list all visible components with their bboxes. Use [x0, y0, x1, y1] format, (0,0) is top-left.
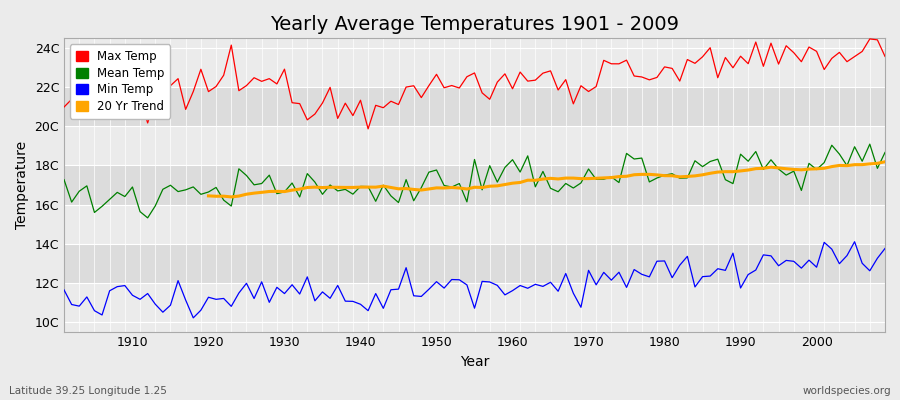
Max Temp [507, 86, 517, 91]
20 Yr Trend [682, 174, 693, 179]
Max Temp [363, 126, 374, 131]
Bar [64, 48, 885, 87]
Mean Temp [120, 194, 130, 199]
Min Temp [850, 239, 860, 244]
Legend: Max Temp, Mean Temp, Min Temp, 20 Yr Trend: Max Temp, Mean Temp, Min Temp, 20 Yr Tre… [70, 44, 170, 119]
Mean Temp [515, 170, 526, 174]
Max Temp [58, 105, 69, 110]
Line: Mean Temp: Mean Temp [64, 144, 885, 218]
Mean Temp [507, 157, 517, 162]
Min Temp [120, 283, 130, 288]
Min Temp [340, 299, 351, 304]
Max Temp [515, 70, 526, 74]
20 Yr Trend [773, 166, 784, 170]
Max Temp [879, 54, 890, 59]
Min Temp [58, 288, 69, 292]
Line: 20 Yr Trend: 20 Yr Trend [209, 162, 885, 197]
Bar [64, 244, 885, 283]
Title: Yearly Average Temperatures 1901 - 2009: Yearly Average Temperatures 1901 - 2009 [270, 15, 679, 34]
Min Temp [515, 283, 526, 288]
20 Yr Trend [226, 194, 237, 199]
20 Yr Trend [879, 159, 890, 164]
20 Yr Trend [788, 167, 799, 172]
Max Temp [606, 61, 616, 66]
X-axis label: Year: Year [460, 355, 490, 369]
Max Temp [287, 100, 298, 105]
Bar [64, 283, 885, 322]
Max Temp [332, 116, 343, 121]
Mean Temp [864, 142, 875, 146]
Bar [64, 204, 885, 244]
Mean Temp [606, 174, 616, 179]
Bar [64, 166, 885, 204]
Line: Min Temp: Min Temp [64, 242, 885, 318]
Min Temp [507, 288, 517, 293]
Mean Temp [58, 177, 69, 182]
Max Temp [120, 99, 130, 104]
Text: Latitude 39.25 Longitude 1.25: Latitude 39.25 Longitude 1.25 [9, 386, 166, 396]
Mean Temp [340, 187, 351, 192]
Mean Temp [879, 150, 890, 155]
20 Yr Trend [302, 185, 312, 190]
Y-axis label: Temperature: Temperature [15, 141, 29, 229]
Line: Max Temp: Max Temp [64, 39, 885, 129]
20 Yr Trend [857, 162, 868, 167]
Min Temp [188, 316, 199, 320]
Min Temp [606, 278, 616, 282]
20 Yr Trend [416, 188, 427, 192]
Min Temp [879, 246, 890, 251]
Mean Temp [142, 216, 153, 220]
Bar [64, 126, 885, 166]
Text: worldspecies.org: worldspecies.org [803, 386, 891, 396]
Max Temp [864, 36, 875, 41]
20 Yr Trend [203, 194, 214, 198]
Bar [64, 87, 885, 126]
Min Temp [294, 292, 305, 296]
Mean Temp [294, 194, 305, 199]
